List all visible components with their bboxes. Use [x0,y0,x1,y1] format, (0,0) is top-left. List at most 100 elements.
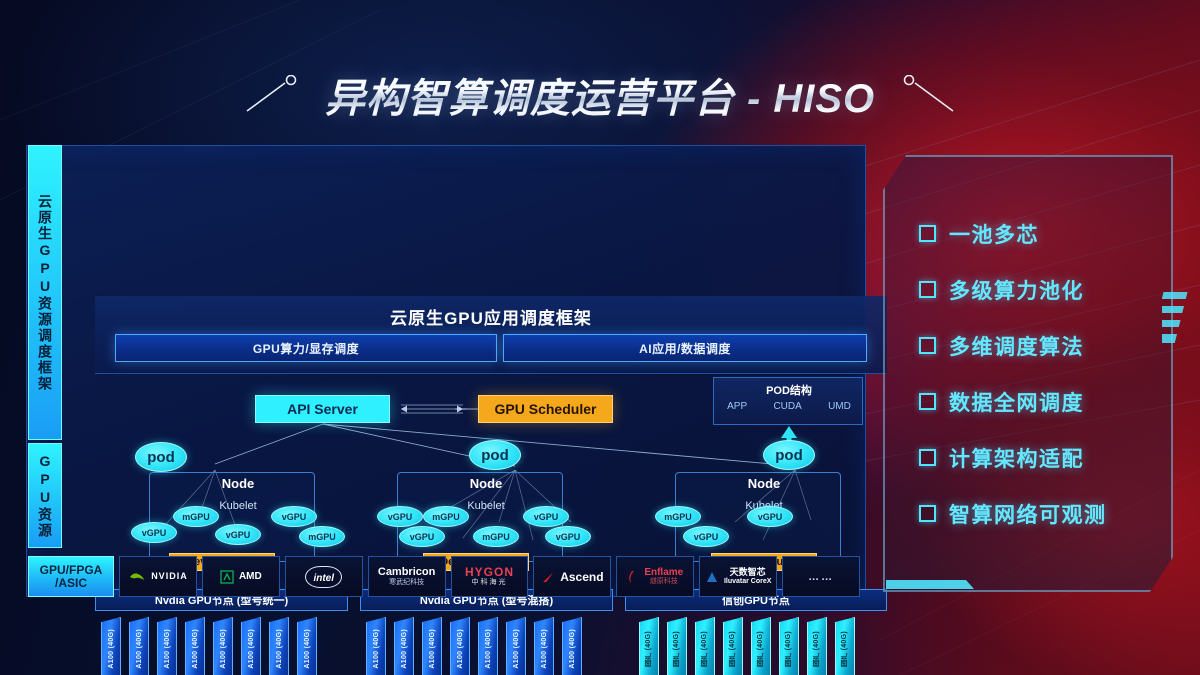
mgpu-node[interactable]: mGPU [473,526,519,547]
feature-item-2[interactable]: 多维调度算法 [919,331,1171,361]
vendor-enflame-text: Enflame 燧原科技 [644,567,683,587]
node-group: pod Node Kubelet vGPU mGPU vGPU vGPU mGP… [129,442,347,572]
gpu-card[interactable]: A100 (40G) [450,617,470,675]
vgpu-node[interactable]: vGPU [131,522,177,543]
vgpu-node[interactable]: vGPU [683,526,729,547]
mgpu-node[interactable]: mGPU [299,526,345,547]
gpu-card[interactable]: A100 (40G) [394,617,414,675]
gpu-card-label: 国产 (40G) [701,630,708,668]
scheduling-area: API Server GPU Scheduler POD结构 APP CUDA … [95,374,887,586]
gpu-card-label: 国产 (40G) [785,630,792,668]
pod-node[interactable]: pod [135,442,187,472]
mgpu-node[interactable]: mGPU [173,506,219,527]
vendor-more[interactable]: …… [782,556,861,597]
sidebar-tab-gpu-resource[interactable]: GPU资源 [28,443,62,548]
vgpu-node[interactable]: vGPU [523,506,569,527]
vgpu-node[interactable]: vGPU [399,526,445,547]
gpu-card[interactable]: A100 (40G) [129,617,149,675]
pod-structure-card: POD结构 APP CUDA UMD [713,377,863,425]
gpu-card[interactable]: 国产 (40G) [751,617,771,675]
vendor-nvidia[interactable]: NVIDIA [119,556,197,597]
feature-item-4[interactable]: 计算架构适配 [919,443,1171,473]
gpu-card-rack: 国产 (40G) 国产 (40G) 国产 (40G) 国产 (40G) 国产 (… [625,617,887,675]
vendor-name: Cambricon [377,566,436,579]
gpu-card[interactable]: A100 (40G) [101,617,121,675]
gpu-card[interactable]: A100 (40G) [213,617,233,675]
vendor-subname: 燧原科技 [649,578,678,586]
framework-bar-label: GPU算力/显存调度 [252,341,360,356]
gpu-card-label: A100 (40G) [512,629,520,669]
pod-node[interactable]: pod [763,440,815,470]
feature-item-5[interactable]: 智算网络可观测 [919,499,1171,529]
mgpu-node[interactable]: mGPU [655,506,701,527]
gpu-node-column: Nvdia GPU节点 (型号统一) A100 (40G) A100 (40G)… [95,589,348,675]
vendor-intel[interactable]: intel [284,556,363,597]
panel-notch-decor [1162,292,1188,343]
gpu-card[interactable]: A100 (40G) [534,617,554,675]
kubelet-label: Kubelet [467,500,505,512]
gpu-card[interactable]: 国产 (40G) [779,617,799,675]
gpu-card[interactable]: A100 (40G) [422,617,442,675]
gpu-card[interactable]: A100 (40G) [157,617,177,675]
gpu-card[interactable]: A100 (40G) [562,617,582,675]
vendor-tag-line1: GPU/FPGA [39,562,103,577]
vendor-name: Ascend [560,569,604,584]
gpu-card[interactable]: 国产 (40G) [723,617,743,675]
gpu-card-rack: A100 (40G) A100 (40G) A100 (40G) A100 (4… [95,617,348,675]
pod-structure-title: POD结构 [766,385,812,397]
kubelet-label: Kubelet [219,500,257,512]
gpu-card[interactable]: A100 (40G) [366,617,386,675]
vendor-subname: 中科海光 [471,579,508,587]
vendor-hygon-text: HYGON 中科海光 [465,565,514,588]
vgpu-node[interactable]: vGPU [747,506,793,527]
gpu-node-column: 信创GPU节点 国产 (40G) 国产 (40G) 国产 (40G) 国产 (4… [625,589,887,675]
gpu-card[interactable]: 国产 (40G) [807,617,827,675]
gpu-card[interactable]: 国产 (40G) [667,617,687,675]
pod-node[interactable]: pod [469,440,521,470]
feature-item-3[interactable]: 数据全网调度 [919,387,1171,417]
vendor-iluvatar[interactable]: 天数智芯 Iluvatar CoreX [699,556,778,597]
mgpu-node[interactable]: mGPU [423,506,469,527]
vendor-cambricon[interactable]: Cambricon 寒武纪科技 [367,556,446,597]
vgpu-node[interactable]: vGPU [271,506,317,527]
pod-struct-item-app: APP [727,401,748,412]
gpu-card-label: A100 (40G) [219,629,227,669]
gpu-card[interactable]: A100 (40G) [185,617,205,675]
feature-label: 计算架构适配 [949,447,1084,471]
intel-logo-icon: intel [305,565,342,588]
checkbox-icon [919,505,936,522]
framework-title: 云原生GPU应用调度框架 [390,309,592,328]
gpu-card[interactable]: 国产 (40G) [835,617,855,675]
gpu-card-rack: A100 (40G) A100 (40G) A100 (40G) A100 (4… [360,617,613,675]
gpu-card[interactable]: 国产 (40G) [639,617,659,675]
vendor-name: intel [313,572,334,584]
vendor-enflame[interactable]: Enflame 燧原科技 [616,556,695,597]
gpu-card[interactable]: A100 (40G) [506,617,526,675]
vgpu-node[interactable]: vGPU [377,506,423,527]
gpu-card-label: 国产 (40G) [757,630,764,668]
gpu-card-label: A100 (40G) [428,629,436,669]
framework-bar-ai-data[interactable]: AI应用/数据调度 [503,334,867,362]
api-server-node[interactable]: API Server [255,395,390,423]
feature-item-1[interactable]: 多级算力池化 [919,275,1171,305]
gpu-card-label: A100 (40G) [484,629,492,669]
feature-item-0[interactable]: 一池多芯 [919,219,1171,249]
vendor-name: AMD [238,571,262,582]
gpu-card[interactable]: A100 (40G) [297,617,317,675]
checkbox-icon [919,393,936,410]
feature-panel: 一池多芯 多级算力池化 多维调度算法 数据全网调度 计算架构适配 智算网络可观测 [883,155,1173,592]
framework-bar-gpu-compute[interactable]: GPU算力/显存调度 [115,334,497,362]
vgpu-node[interactable]: vGPU [215,524,261,545]
vendor-ascend[interactable]: Ascend [533,556,612,597]
vendor-hygon[interactable]: HYGON 中科海光 [450,556,529,597]
vendor-amd[interactable]: AMD [201,556,280,597]
gpu-scheduler-node[interactable]: GPU Scheduler [478,395,613,423]
gpu-card[interactable]: A100 (40G) [241,617,261,675]
gpu-card[interactable]: A100 (40G) [478,617,498,675]
vendor-tag-line2: /ASIC [54,575,87,590]
vgpu-node[interactable]: vGPU [545,526,591,547]
sidebar-tab-framework[interactable]: 云原生GPU资源调度框架 [28,145,62,440]
gpu-card[interactable]: A100 (40G) [269,617,289,675]
gpu-resource-area: Nvdia GPU节点 (型号统一) A100 (40G) A100 (40G)… [95,589,887,675]
gpu-card[interactable]: 国产 (40G) [695,617,715,675]
